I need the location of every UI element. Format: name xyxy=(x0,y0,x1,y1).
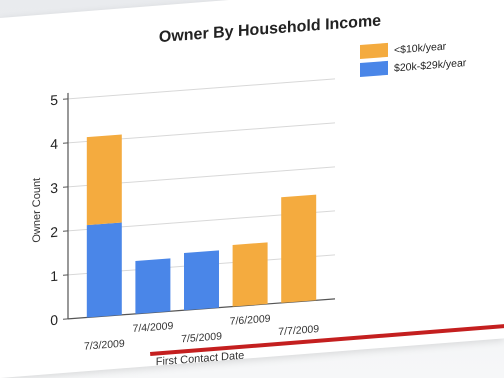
bars xyxy=(86,134,317,318)
y-tick-label: 2 xyxy=(50,224,58,241)
y-tick-label: 1 xyxy=(50,268,58,285)
bar-10k-year-0 xyxy=(86,134,122,226)
x-tick-label: 7/5/2009 xyxy=(181,330,222,345)
bar-10k-year-3 xyxy=(232,242,268,307)
x-tick-label: 7/6/2009 xyxy=(230,313,271,328)
x-axis-label: First Contact Date xyxy=(156,350,245,369)
bar-10k-year-4 xyxy=(281,194,317,303)
y-tick-label: 5 xyxy=(50,92,58,109)
y-tick-label: 4 xyxy=(50,136,58,153)
x-tick-labels: 7/3/2009 7/4/2009 7/5/2009 7/6/2009 7/7/2009 xyxy=(84,313,319,353)
legend-label: $20k-$29k/year xyxy=(394,57,467,74)
legend-label: <$10k/year xyxy=(394,41,447,57)
x-tick-label: 7/3/2009 xyxy=(84,338,125,353)
x-tick-label: 7/4/2009 xyxy=(132,320,173,335)
y-axis-label: Owner Count xyxy=(31,177,43,243)
y-tick-labels: 0 1 2 3 4 5 xyxy=(50,92,58,329)
bar-20k-29k-year-0 xyxy=(86,222,122,318)
bar-20k-29k-year-1 xyxy=(135,258,171,314)
y-tick-label: 0 xyxy=(50,312,58,329)
y-tick-label: 3 xyxy=(50,180,58,197)
legend-swatch xyxy=(360,42,388,59)
legend-swatch xyxy=(360,60,388,77)
x-tick-label: 7/7/2009 xyxy=(278,323,319,338)
legend: <$10k/year$20k-$29k/year xyxy=(360,41,467,77)
chart-title: Owner By Household Income xyxy=(159,11,381,46)
bar-20k-29k-year-2 xyxy=(184,250,219,311)
grid-line xyxy=(68,78,335,100)
